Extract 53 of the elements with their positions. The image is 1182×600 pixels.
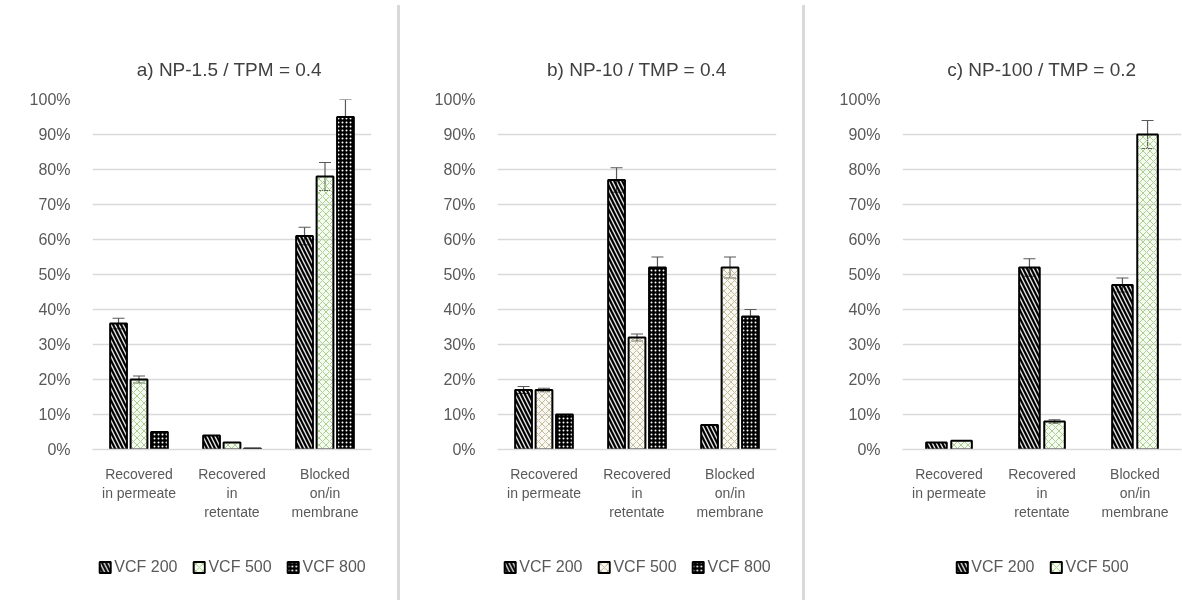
- legend-label: VCF 800: [707, 558, 771, 576]
- y-tick-label: 60%: [848, 231, 881, 248]
- legend-label: VCF 200: [114, 558, 178, 576]
- y-tick-label: 80%: [848, 161, 881, 178]
- chart-title: b) NP-10 / TMP = 0.4: [546, 58, 727, 80]
- y-tick-label: 10%: [38, 406, 71, 423]
- y-tick-label: 100%: [29, 91, 71, 108]
- x-tick-label: Recovered in retentate: [603, 465, 671, 520]
- legend-label: VCF 200: [971, 558, 1035, 576]
- y-tick-label: 60%: [38, 231, 71, 248]
- legend-label: VCF 500: [613, 558, 677, 576]
- y-tick-label: 20%: [38, 371, 71, 388]
- y-tick-label: 70%: [443, 196, 476, 213]
- y-tick-label: 90%: [443, 126, 476, 143]
- y-tick-label: 100%: [434, 91, 476, 108]
- y-tick-label: 20%: [848, 371, 881, 388]
- y-tick-label: 50%: [848, 266, 881, 283]
- y-tick-label: 90%: [38, 126, 71, 143]
- y-tick-label: 30%: [443, 336, 476, 353]
- y-tick-label: 50%: [38, 266, 71, 283]
- x-tick-label: Recovered in retentate: [1008, 465, 1076, 520]
- legend-label: VCF 800: [302, 558, 366, 576]
- legend-label: VCF 500: [1065, 558, 1129, 576]
- y-tick-label: 0%: [452, 441, 476, 458]
- x-tick-label: Blocked on/in membrane: [696, 465, 764, 520]
- y-tick-label: 20%: [443, 371, 476, 388]
- y-tick-label: 30%: [848, 336, 881, 353]
- y-tick-label: 80%: [38, 161, 71, 178]
- chart-title: a) NP-1.5 / TPM = 0.4: [136, 58, 323, 80]
- y-tick-label: 90%: [848, 126, 881, 143]
- x-tick-label: Recovered in permeate: [507, 465, 582, 501]
- y-tick-label: 40%: [38, 301, 71, 318]
- legend-label: VCF 500: [208, 558, 272, 576]
- y-tick-label: 0%: [857, 441, 881, 458]
- y-tick-label: 70%: [38, 196, 71, 213]
- y-tick-label: 80%: [443, 161, 476, 178]
- y-tick-label: 40%: [443, 301, 476, 318]
- y-tick-label: 60%: [443, 231, 476, 248]
- y-tick-label: 10%: [443, 406, 476, 423]
- x-tick-label: Blocked on/in membrane: [1101, 465, 1169, 520]
- x-tick-label: Recovered in permeate: [102, 465, 177, 501]
- x-tick-label: Recovered in retentate: [198, 465, 266, 520]
- y-tick-label: 70%: [848, 196, 881, 213]
- chart-title: c) NP-100 / TMP = 0.2: [947, 58, 1137, 80]
- x-tick-label: Recovered in permeate: [912, 465, 987, 501]
- y-tick-label: 50%: [443, 266, 476, 283]
- x-tick-label: Blocked on/in membrane: [291, 465, 359, 520]
- y-tick-label: 0%: [47, 441, 71, 458]
- y-tick-label: 100%: [839, 91, 881, 108]
- y-tick-label: 30%: [38, 336, 71, 353]
- y-tick-label: 40%: [848, 301, 881, 318]
- legend-label: VCF 200: [519, 558, 583, 576]
- y-tick-label: 10%: [848, 406, 881, 423]
